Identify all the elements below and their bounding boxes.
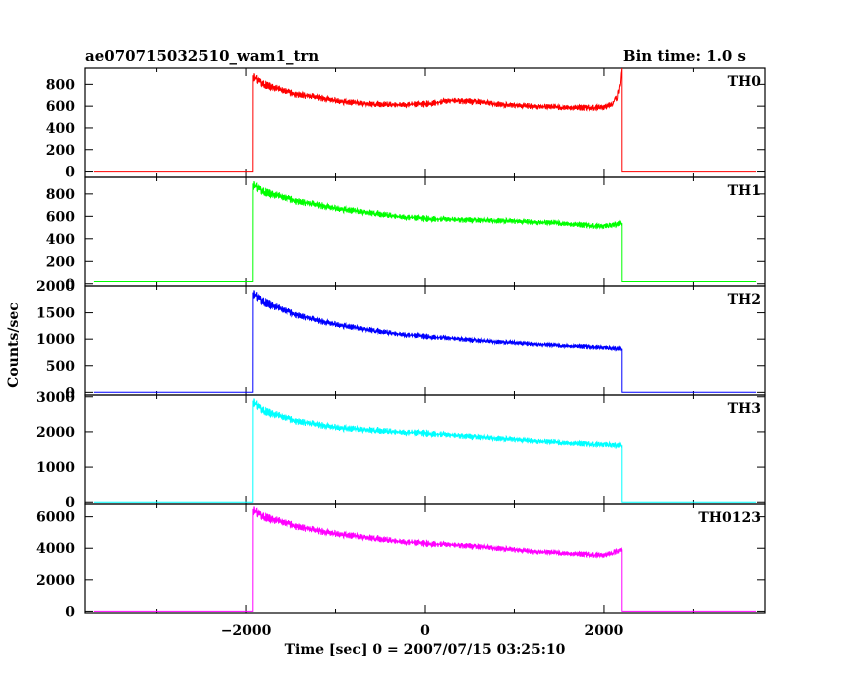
series-line-th1 [93, 180, 757, 282]
y-tick-label: 0 [65, 604, 75, 620]
y-tick-label: 1000 [36, 460, 75, 476]
series-line-th3 [93, 398, 757, 503]
panel-th0: 0 200 400 600 800 TH0 [46, 67, 766, 181]
y-tick-label: 800 [46, 77, 75, 93]
panel-frame [84, 285, 766, 396]
panel-frame [84, 503, 766, 614]
panel-th2: 0 500 1000 1500 2000 TH2 [36, 279, 766, 401]
panel-th1: 0 200 400 600 800 TH1 [46, 176, 766, 293]
x-axis-label: Time [sec] 0 = 2007/07/15 03:25:10 [285, 642, 566, 658]
x-tick-label: 0 [420, 623, 430, 639]
panel-label: TH0123 [698, 510, 761, 526]
y-tick-label: 0 [65, 385, 75, 401]
panel-frame [84, 394, 766, 505]
y-tick-label: 400 [46, 121, 75, 137]
series-line-th0 [93, 67, 757, 173]
panel-frame [84, 176, 766, 287]
y-tick-label: 0 [65, 165, 75, 181]
panels: 0 200 400 600 800 TH0 0 200 400 600 800 TH1 0 500 1000… [36, 67, 766, 620]
y-tick-label: 600 [46, 99, 75, 115]
y-tick-label: 2000 [36, 425, 75, 441]
y-tick-label: 1500 [36, 306, 75, 322]
chart-title: ae070715032510_wam1_trn [85, 47, 319, 65]
y-tick-label: 400 [46, 232, 75, 248]
x-tick-label: −2000 [221, 623, 272, 639]
x-tick-label: 2000 [584, 623, 623, 639]
y-tick-label: 500 [46, 359, 75, 375]
y-tick-label: 200 [46, 254, 75, 270]
y-tick-label: 0 [65, 495, 75, 511]
panel-label: TH0 [728, 74, 762, 90]
y-tick-label: 600 [46, 209, 75, 225]
y-tick-label: 3000 [36, 390, 75, 406]
series-line-th0123 [93, 506, 757, 612]
y-tick-label: 2000 [36, 279, 75, 295]
y-tick-label: 2000 [36, 573, 75, 589]
y-tick-label: 1000 [36, 332, 75, 348]
y-axis-label: Counts/sec [6, 302, 22, 388]
bin-time-label: Bin time: 1.0 s [623, 47, 746, 65]
x-tick-labels: −2000 0 2000 [221, 623, 624, 639]
y-tick-label: 0 [65, 277, 75, 293]
panel-label: TH2 [728, 292, 761, 308]
panel-th3: 0 1000 2000 3000 TH3 [36, 390, 766, 511]
panel-label: TH1 [728, 183, 761, 199]
y-tick-label: 800 [46, 187, 75, 203]
panel-th0123: 0 2000 4000 6000 TH0123 [36, 503, 766, 620]
y-tick-label: 4000 [36, 541, 75, 557]
series-line-th2 [93, 290, 757, 393]
panel-label: TH3 [728, 401, 761, 417]
y-tick-label: 6000 [36, 510, 75, 526]
panel-frame [84, 67, 766, 178]
y-tick-label: 200 [46, 143, 75, 159]
